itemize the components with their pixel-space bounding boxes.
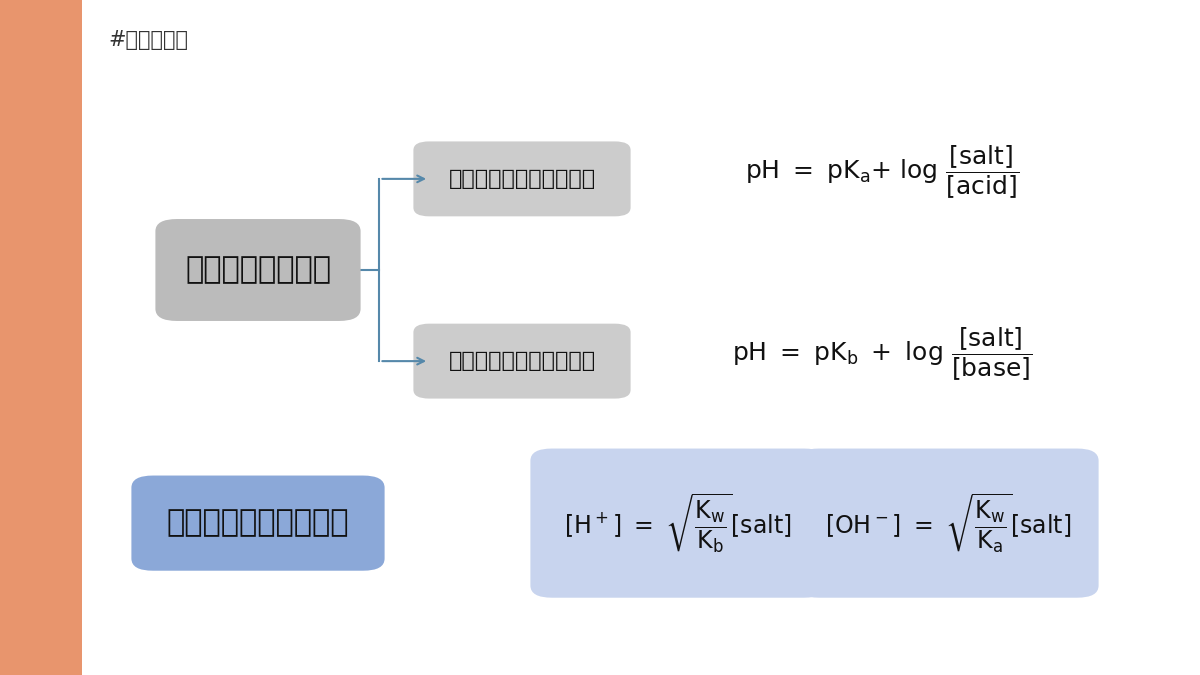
Text: #นบทวน: #นบทวน: [108, 30, 188, 51]
Text: $\mathrm{[H^+]\ =\ \sqrt{\dfrac{K_w}{K_b}}[salt]}$: $\mathrm{[H^+]\ =\ \sqrt{\dfrac{K_w}{K_b…: [564, 491, 792, 555]
Text: $\mathrm{pH\ =\ pK_a{+}\ log\ \dfrac{[salt]}{[acid]}}$: $\mathrm{pH\ =\ pK_a{+}\ log\ \dfrac{[sa…: [745, 143, 1019, 201]
FancyBboxPatch shape: [132, 476, 385, 570]
FancyBboxPatch shape: [413, 323, 631, 398]
FancyBboxPatch shape: [413, 142, 631, 216]
Text: $\mathrm{pH\ =\ pK_b\ +\ log\ \dfrac{[salt]}{[base]}}$: $\mathrm{pH\ =\ pK_b\ +\ log\ \dfrac{[sa…: [732, 325, 1032, 383]
Text: บัฟเฟอร์: บัฟเฟอร์: [185, 256, 331, 284]
Text: บัฟเฟอร์กรด: บัฟเฟอร์กรด: [449, 169, 595, 189]
FancyBboxPatch shape: [0, 0, 82, 675]
Text: $\mathrm{[OH^-]\ =\ \sqrt{\dfrac{K_w}{K_a}}[salt]}$: $\mathrm{[OH^-]\ =\ \sqrt{\dfrac{K_w}{K_…: [824, 491, 1072, 555]
FancyBboxPatch shape: [156, 219, 360, 321]
FancyBboxPatch shape: [530, 449, 826, 598]
FancyBboxPatch shape: [797, 449, 1099, 598]
Text: บัฟเฟอร์เบส: บัฟเฟอร์เบส: [449, 351, 595, 371]
Text: ไฮโดรลิซิส: ไฮโดรลิซิส: [167, 509, 349, 537]
